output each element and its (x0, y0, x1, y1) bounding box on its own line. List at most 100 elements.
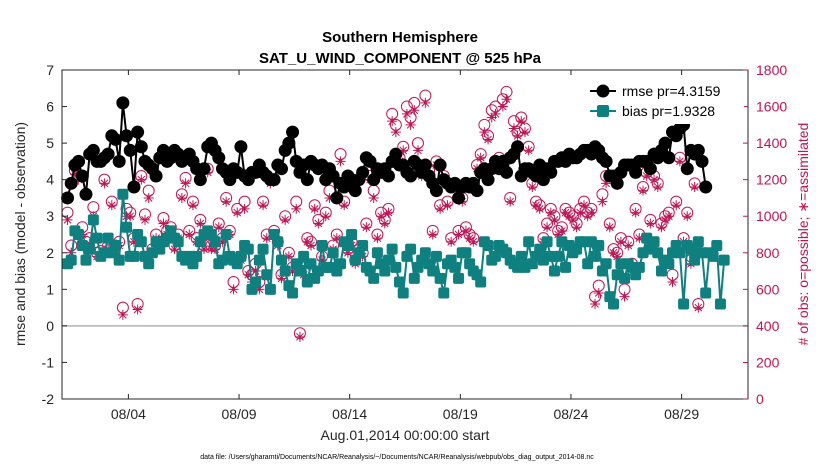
bias-point (73, 229, 85, 240)
rmse-point (381, 169, 395, 183)
obs-assimilated-point (187, 200, 198, 211)
y-right-tick-label: 0 (756, 391, 764, 407)
obs-assimilated-point (287, 266, 298, 277)
obs-assimilated-point (398, 145, 409, 156)
y-axis-right-ticks: 0 200 400 600 800 1000 1200 1400 1600 1800 (743, 62, 787, 407)
y-right-tick-label: 600 (756, 281, 780, 297)
obs-assimilated-point (512, 130, 523, 141)
obs-assimilated-point (342, 247, 353, 258)
obs-assimilated-point (317, 255, 328, 266)
bias-point (430, 250, 442, 262)
rmse-point (356, 165, 370, 179)
bias-point (80, 254, 92, 266)
x-tick-label: 08/04 (111, 406, 146, 422)
legend-bias-label: bias pr=1.9328 (622, 103, 715, 119)
obs-assimilated-point (69, 169, 80, 180)
bias-series (62, 188, 730, 310)
bias-point (121, 221, 133, 233)
rmse-point (643, 162, 657, 176)
rmse-point (610, 176, 624, 190)
bias-point (113, 254, 125, 266)
rmse-point (274, 162, 288, 176)
obs-assimilated-point (387, 116, 398, 127)
obs-assimilated-point (641, 171, 652, 182)
obs-assimilated-point (213, 222, 224, 233)
bias-point (209, 236, 221, 248)
rmse-point (433, 158, 447, 172)
obs-assimilated-point (372, 233, 383, 244)
rmse-point (234, 140, 248, 154)
bias-point (700, 287, 712, 299)
obs-assimilated-point (435, 203, 446, 214)
obs-assimilated-point (663, 211, 674, 222)
y-left-tick-label: -1 (42, 354, 55, 370)
obs-assimilated-point (309, 203, 320, 214)
obs-assimilated-point (427, 229, 438, 240)
obs-assimilated-point (184, 229, 195, 240)
obs-assimilated-point (195, 218, 206, 229)
chart-subtitle: SAT_U_WIND_COMPONENT @ 525 hPa (259, 50, 542, 67)
obs-assimilated-point (243, 269, 254, 280)
bias-point (523, 236, 535, 248)
bias-point (600, 258, 612, 270)
rmse-point (691, 143, 705, 157)
obs-assimilated-point (280, 214, 291, 225)
bias-point (648, 236, 660, 248)
rmse-point (629, 165, 643, 179)
obs-assimilated-point (468, 236, 479, 247)
y-left-tick-label: 2 (46, 245, 54, 261)
y-right-tick-label: 800 (756, 245, 780, 261)
obs-assimilated-point (556, 225, 567, 236)
obs-assimilated-point (62, 214, 73, 225)
obs-assimilated-point (420, 97, 431, 108)
x-axis-ticks: 08/04 08/09 08/14 08/19 08/24 08/29 (111, 70, 699, 422)
rmse-point (197, 162, 211, 176)
y-right-tick-label: 1000 (756, 208, 787, 224)
obs-assimilated-point (597, 196, 608, 207)
bias-point (541, 236, 553, 248)
bias-point (607, 298, 619, 310)
obs-assimilated-point (564, 211, 575, 222)
bias-point (589, 250, 601, 262)
obs-assimilated-point (261, 233, 272, 244)
rmse-point (112, 154, 126, 168)
obs-assimilated-point (125, 211, 136, 222)
bias-point (371, 247, 383, 259)
y-right-tick-label: 200 (756, 354, 780, 370)
bias-point (593, 239, 605, 251)
bias-point (135, 236, 147, 248)
bias-point (419, 247, 431, 259)
chart-title: Southern Hemisphere (322, 29, 478, 46)
obs-assimilated-point (549, 214, 560, 225)
bias-point (220, 229, 232, 240)
bias-point (663, 258, 675, 270)
obs-assimilated-point (693, 302, 704, 313)
obs-assimilated-point (176, 192, 187, 203)
obs-assimilated-point (516, 116, 527, 127)
y-left-tick-label: 4 (46, 172, 54, 188)
rmse-point (695, 154, 709, 168)
obs-assimilated-point (117, 309, 128, 320)
obs-assimilated-point (446, 236, 457, 247)
obs-assimilated-point (464, 233, 475, 244)
y-left-tick-label: 3 (46, 208, 54, 224)
obs-assimilated-point (508, 123, 519, 134)
bias-point (261, 269, 273, 281)
rmse-point (452, 191, 466, 205)
obs-assimilated-point (645, 218, 656, 229)
rmse-point (511, 140, 525, 154)
rmse-point (470, 184, 484, 198)
obs-assimilated-point (475, 152, 486, 163)
bias-point (257, 243, 269, 255)
bias-point (279, 265, 291, 277)
obs-assimilated-point (652, 181, 663, 192)
obs-assimilated-point (228, 284, 239, 295)
obs-assimilated-point (490, 108, 501, 119)
obs-assimilated-point (571, 222, 582, 233)
obs-assimilated-point (390, 127, 401, 138)
footnote: data file: /Users/gharamti/Documents/NCA… (200, 454, 594, 461)
bias-point (408, 272, 420, 284)
bias-point (390, 261, 402, 273)
y-right-tick-label: 1600 (756, 99, 787, 115)
obs-assimilated-point (604, 222, 615, 233)
